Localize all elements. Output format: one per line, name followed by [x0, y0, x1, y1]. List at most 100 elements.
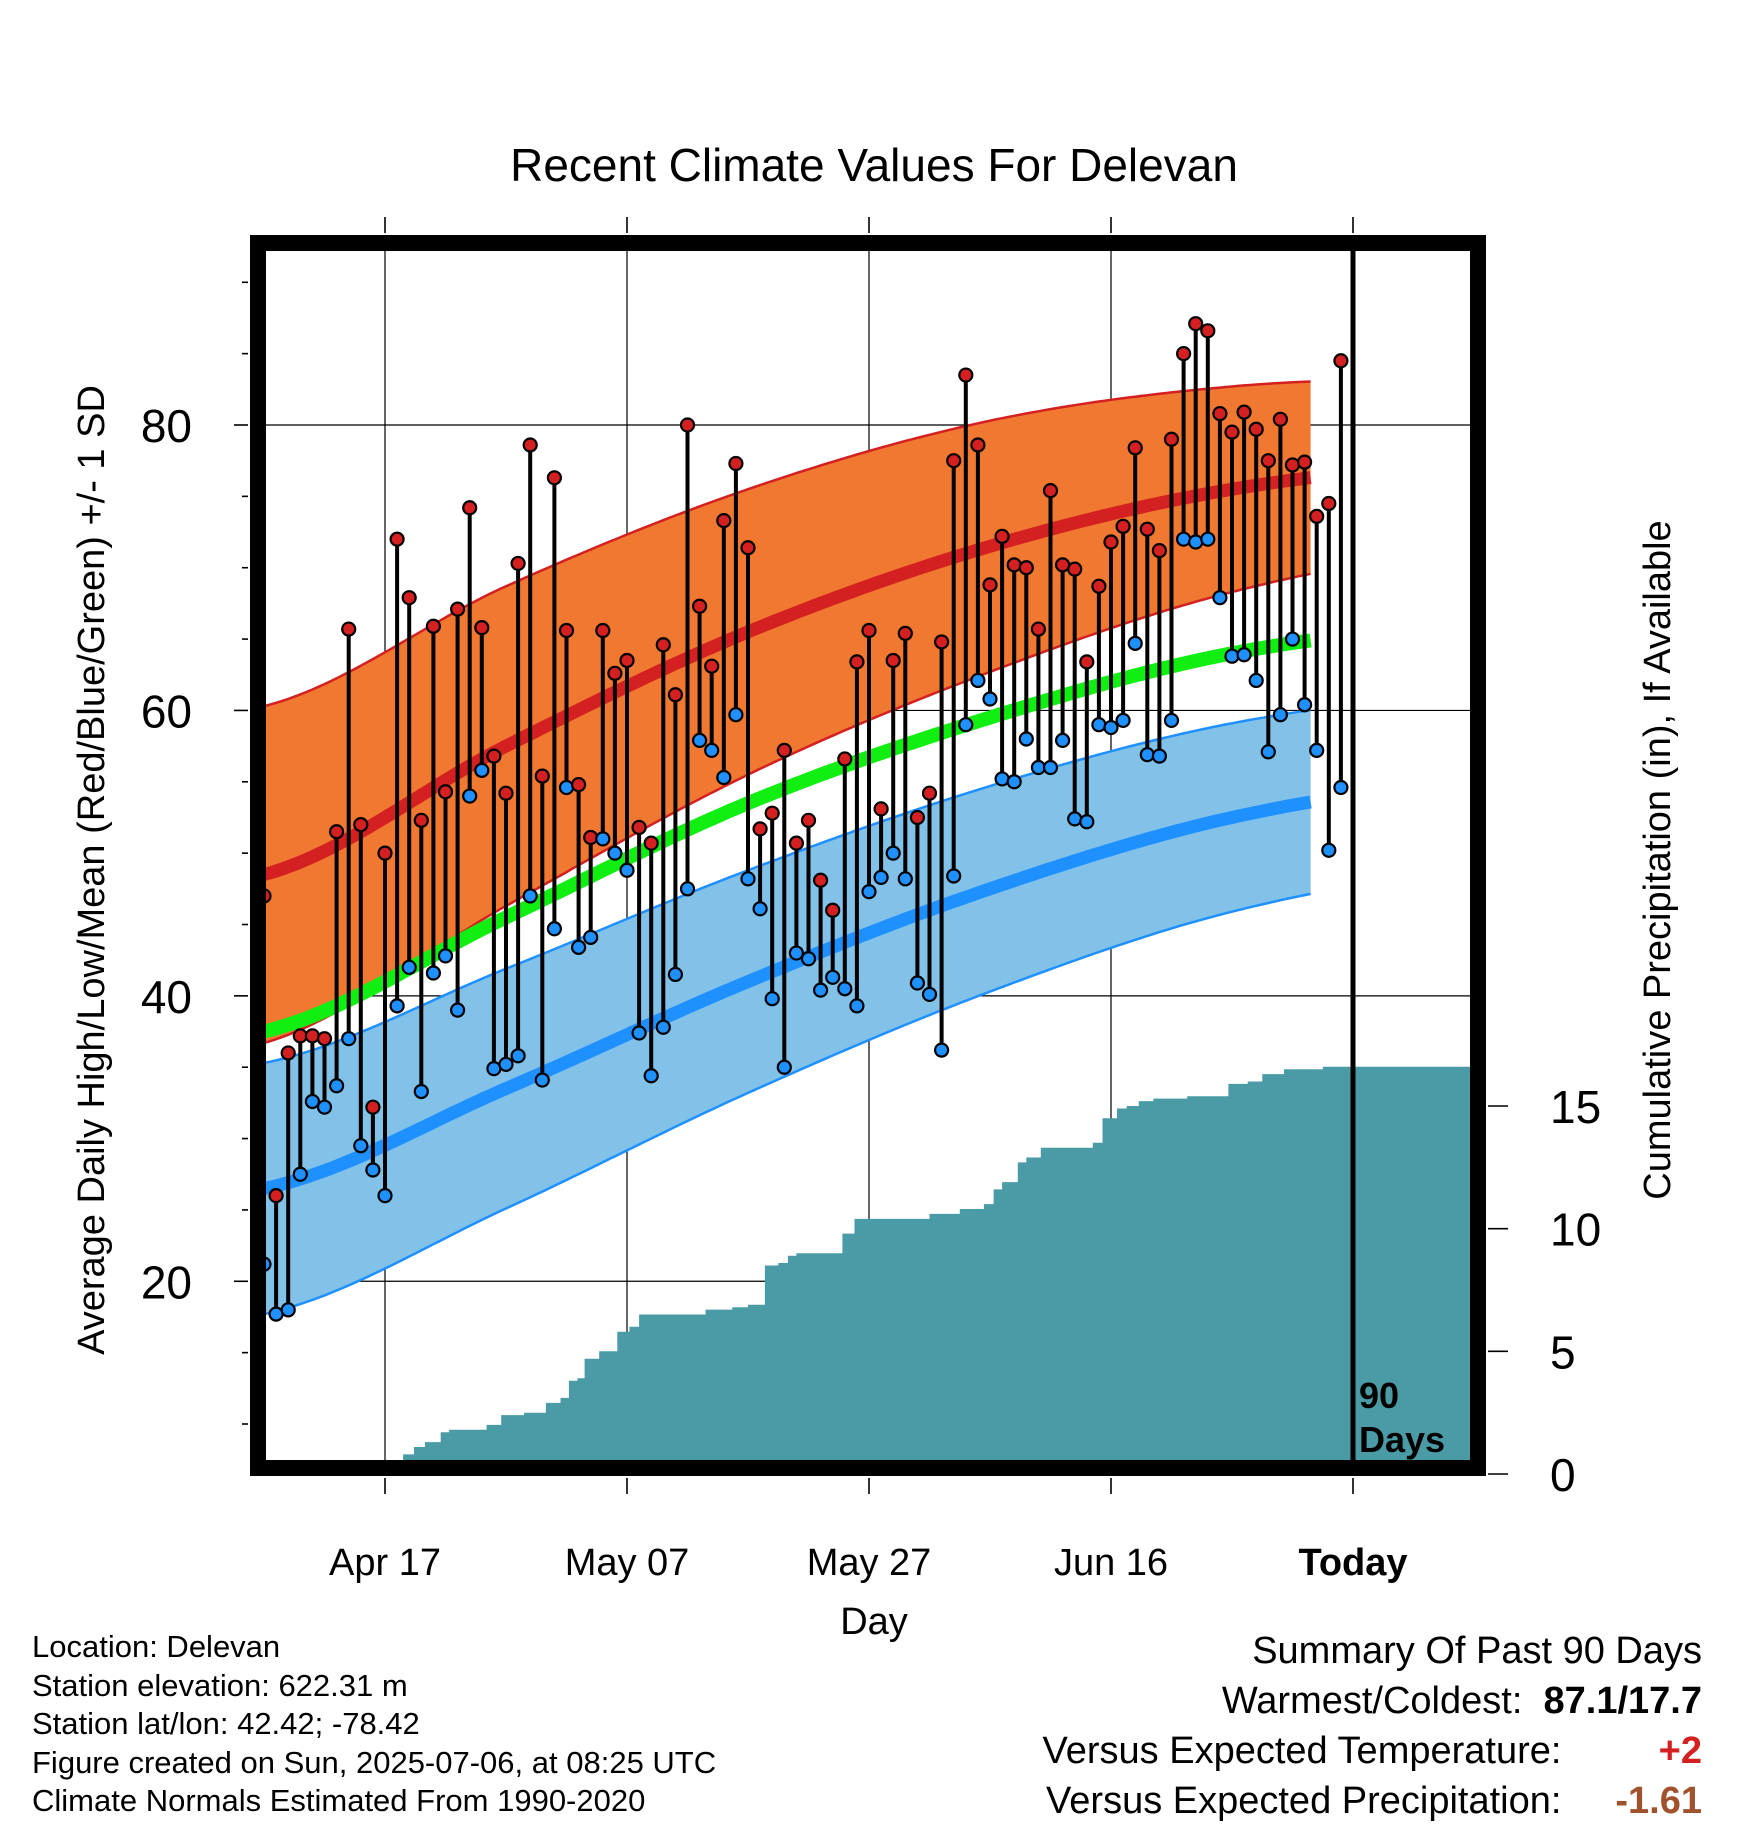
daily-high-marker — [1030, 621, 1047, 637]
daily-low-marker — [1018, 731, 1034, 747]
daily-low-marker — [946, 868, 962, 884]
daily-low-marker — [558, 779, 575, 796]
daily-high-marker — [462, 500, 478, 516]
daily-high-marker — [1115, 518, 1131, 534]
daily-low-marker — [583, 929, 599, 945]
daily-low-marker — [825, 969, 841, 985]
daily-high-marker — [691, 598, 708, 614]
daily-low-marker — [1042, 759, 1059, 776]
station-location: Location: Delevan — [32, 1629, 281, 1664]
daily-low-marker — [474, 762, 490, 778]
daily-low-marker — [1260, 744, 1276, 760]
daily-low-marker — [353, 1138, 369, 1154]
daily-high-marker — [1309, 508, 1325, 524]
daily-high-marker — [825, 902, 841, 918]
daily-high-marker — [1248, 421, 1264, 437]
daily-high-marker — [994, 528, 1010, 544]
daily-low-marker — [933, 1042, 950, 1058]
daily-low-marker — [655, 1019, 671, 1035]
daily-high-marker — [655, 637, 671, 653]
daily-high-marker — [486, 748, 502, 764]
normal-low-sd-lower — [258, 892, 1311, 1316]
daily-low-marker — [1067, 811, 1083, 827]
daily-low-marker — [1127, 635, 1143, 651]
daily-low-marker — [522, 888, 538, 904]
summary-versus-temperature: Versus Expected Temperature: +2 — [1043, 1726, 1702, 1776]
daily-low-marker — [1212, 590, 1228, 606]
y-tick-label: 40 — [141, 971, 192, 1023]
daily-high-marker — [1067, 561, 1083, 577]
daily-high-marker — [619, 652, 635, 669]
daily-high-marker — [909, 809, 926, 826]
daily-low-marker — [994, 771, 1010, 787]
daily-low-marker — [1139, 747, 1155, 763]
daily-low-marker — [873, 869, 889, 886]
daily-high-marker — [631, 819, 647, 836]
daily-low-marker — [607, 845, 623, 861]
station-latlon: Station lat/lon: 42.42; -78.42 — [32, 1706, 420, 1741]
daily-low-marker — [1200, 531, 1216, 547]
daily-high-marker — [425, 618, 441, 634]
daily-low-marker — [1321, 842, 1337, 858]
daily-low-marker — [970, 672, 986, 689]
daily-high-marker — [1042, 483, 1059, 499]
daily-low-marker — [812, 982, 829, 998]
y2-tick-label: 5 — [1550, 1326, 1576, 1378]
daily-low-marker — [1309, 742, 1325, 758]
daily-high-marker — [316, 1031, 333, 1047]
daily-high-marker — [1091, 578, 1107, 594]
daily-high-marker — [1296, 454, 1313, 470]
x-tick-label: May 27 — [807, 1542, 932, 1584]
daily-high-marker — [1127, 440, 1143, 456]
daily-low-marker — [292, 1166, 308, 1182]
daily-high-marker — [329, 824, 345, 840]
daily-high-marker — [353, 816, 369, 833]
daily-low-marker — [764, 991, 780, 1007]
daily-low-marker — [921, 986, 938, 1003]
daily-high-marker — [1006, 557, 1022, 573]
daily-low-marker — [704, 742, 720, 758]
versus-temperature-value: +2 — [1658, 1730, 1702, 1772]
daily-low-marker — [510, 1048, 526, 1064]
daily-high-marker — [1163, 431, 1180, 447]
today-label-number: 90 — [1359, 1375, 1399, 1416]
daily-high-marker — [946, 453, 962, 469]
daily-low-marker — [377, 1188, 393, 1204]
daily-high-marker — [268, 1188, 284, 1204]
daily-high-marker — [1284, 457, 1301, 473]
station-info: Location: Delevan Station elevation: 622… — [32, 1628, 716, 1821]
daily-low-marker — [740, 871, 756, 887]
daily-high-marker — [583, 829, 599, 846]
daily-high-marker — [377, 845, 393, 861]
daily-high-marker — [522, 437, 538, 453]
y-tick-label: 60 — [141, 685, 192, 737]
daily-low-marker — [679, 881, 696, 897]
daily-low-marker — [885, 845, 901, 861]
daily-high-marker — [1175, 346, 1192, 362]
warmest-coldest-value: 87.1/17.7 — [1543, 1680, 1702, 1722]
daily-high-marker — [970, 437, 986, 453]
daily-low-marker — [1284, 631, 1301, 647]
daily-low-marker — [716, 769, 732, 786]
daily-high-marker — [1151, 542, 1168, 559]
daily-low-marker — [861, 884, 877, 900]
daily-high-marker — [1018, 560, 1034, 576]
daily-high-marker — [570, 777, 587, 793]
daily-low-marker — [546, 921, 563, 937]
daily-high-marker — [510, 555, 526, 572]
climate-normals-note: Climate Normals Estimated From 1990-2020 — [32, 1783, 646, 1818]
daily-high-marker — [982, 577, 998, 593]
x-tick-label: May 07 — [565, 1542, 690, 1584]
daily-high-marker — [280, 1045, 296, 1061]
daily-low-marker — [752, 901, 768, 917]
daily-low-marker — [1224, 648, 1240, 664]
daily-low-marker — [909, 975, 926, 991]
daily-high-marker — [885, 652, 901, 669]
daily-high-marker — [304, 1028, 320, 1044]
daily-low-marker — [1151, 748, 1168, 764]
daily-high-marker — [1212, 405, 1228, 422]
daily-low-marker — [534, 1072, 550, 1088]
y2-tick-label: 10 — [1550, 1204, 1601, 1256]
daily-high-marker — [800, 812, 817, 828]
